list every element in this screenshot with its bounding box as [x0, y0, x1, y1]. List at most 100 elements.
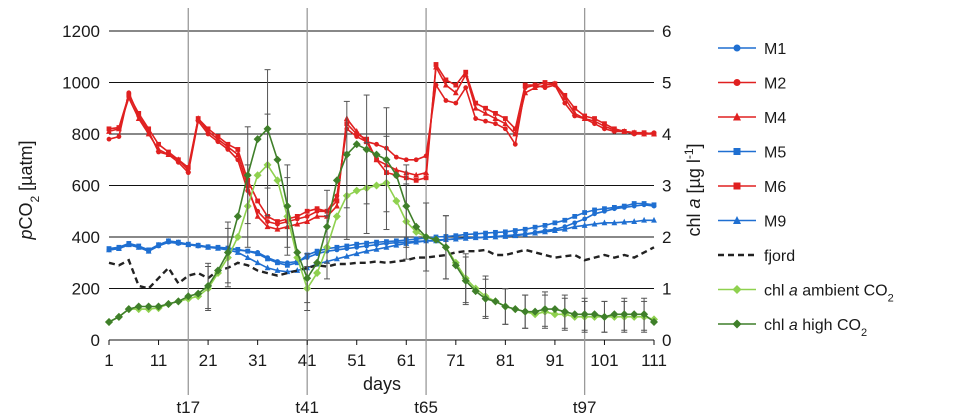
data-point [570, 310, 579, 319]
data-point [463, 85, 469, 91]
data-point [323, 222, 331, 231]
data-point [443, 77, 449, 83]
data-point [651, 216, 657, 223]
data-point [124, 305, 133, 314]
data-point [265, 214, 270, 219]
data-point [393, 154, 399, 160]
data-point [413, 157, 419, 163]
y-right-tick-label: 6 [662, 22, 671, 41]
data-point [423, 175, 429, 181]
data-point [155, 241, 162, 248]
data-point [413, 238, 420, 245]
y-right-tick-label: 2 [662, 228, 671, 247]
data-point [283, 202, 292, 211]
data-point [650, 317, 658, 326]
data-point [733, 112, 741, 121]
legend-label: fjord [764, 248, 795, 265]
data-point [572, 214, 578, 219]
marker-label: t17 [176, 398, 200, 417]
data-point [561, 225, 568, 232]
data-point [641, 216, 647, 223]
data-point [314, 248, 320, 254]
data-point [552, 81, 558, 87]
data-point [592, 116, 597, 121]
data-point [374, 141, 379, 147]
data-point [473, 231, 479, 237]
data-point [493, 111, 498, 116]
data-point [352, 140, 361, 149]
data-point [550, 310, 559, 319]
legend-item: chl a ambient CO2 [718, 283, 894, 305]
data-point [493, 121, 498, 127]
data-point [491, 297, 500, 306]
data-point [511, 305, 520, 314]
data-point [620, 310, 629, 319]
data-point [461, 276, 470, 285]
data-point [254, 259, 261, 266]
data-point [313, 269, 322, 278]
data-point [532, 82, 538, 88]
y-right-tick-label: 4 [662, 125, 671, 144]
data-point [392, 196, 401, 205]
data-point [413, 171, 420, 178]
series-line [108, 203, 655, 264]
series-line [108, 64, 654, 231]
data-point [274, 225, 281, 232]
data-point [125, 241, 132, 248]
data-point [223, 248, 232, 257]
data-point [621, 203, 627, 209]
data-point [452, 235, 459, 242]
data-point [512, 141, 518, 147]
data-point [393, 166, 400, 173]
data-point [284, 262, 290, 268]
data-point [233, 233, 242, 241]
data-point [582, 216, 588, 222]
data-point [384, 239, 389, 245]
data-point [472, 104, 479, 111]
data-point [571, 110, 578, 116]
data-point [304, 208, 310, 214]
data-point [492, 115, 499, 121]
data-point [522, 226, 528, 232]
data-point [522, 231, 529, 237]
data-point [294, 220, 301, 227]
x-tick-label: 11 [150, 351, 168, 370]
data-point [611, 219, 618, 226]
data-point [364, 240, 370, 246]
y-left-tick-label: 200 [72, 280, 100, 299]
data-point [621, 218, 628, 225]
data-point [214, 266, 222, 275]
data-point [255, 251, 261, 257]
data-point [512, 228, 518, 233]
series-line [108, 62, 655, 223]
series-m2 [106, 82, 657, 227]
series-m1 [106, 202, 657, 266]
y-left-axis-title: pCO2 [µatm] [16, 140, 42, 240]
data-point [542, 80, 548, 85]
data-point [382, 155, 391, 164]
data-point [462, 234, 469, 241]
y-left-tick-label: 0 [91, 331, 100, 350]
data-point [165, 237, 172, 244]
data-point [253, 171, 262, 180]
data-point [314, 213, 320, 219]
data-point [631, 218, 638, 224]
data-point [352, 186, 361, 195]
series-line [108, 219, 654, 273]
data-point [106, 126, 112, 132]
data-point [422, 233, 431, 241]
data-point [433, 62, 439, 67]
y-left-tick-label: 400 [72, 228, 100, 247]
data-point [482, 110, 489, 116]
x-tick-label: 1 [104, 351, 113, 370]
y-right-tick-label: 0 [662, 331, 671, 350]
data-point [225, 141, 231, 147]
legend-item: fjord [718, 248, 795, 265]
data-point [334, 255, 340, 262]
data-point [463, 232, 469, 237]
legend-label: M4 [764, 110, 786, 127]
data-point [473, 116, 479, 121]
data-point [275, 219, 280, 224]
data-point [166, 149, 171, 155]
x-tick-label: 111 [641, 351, 667, 370]
